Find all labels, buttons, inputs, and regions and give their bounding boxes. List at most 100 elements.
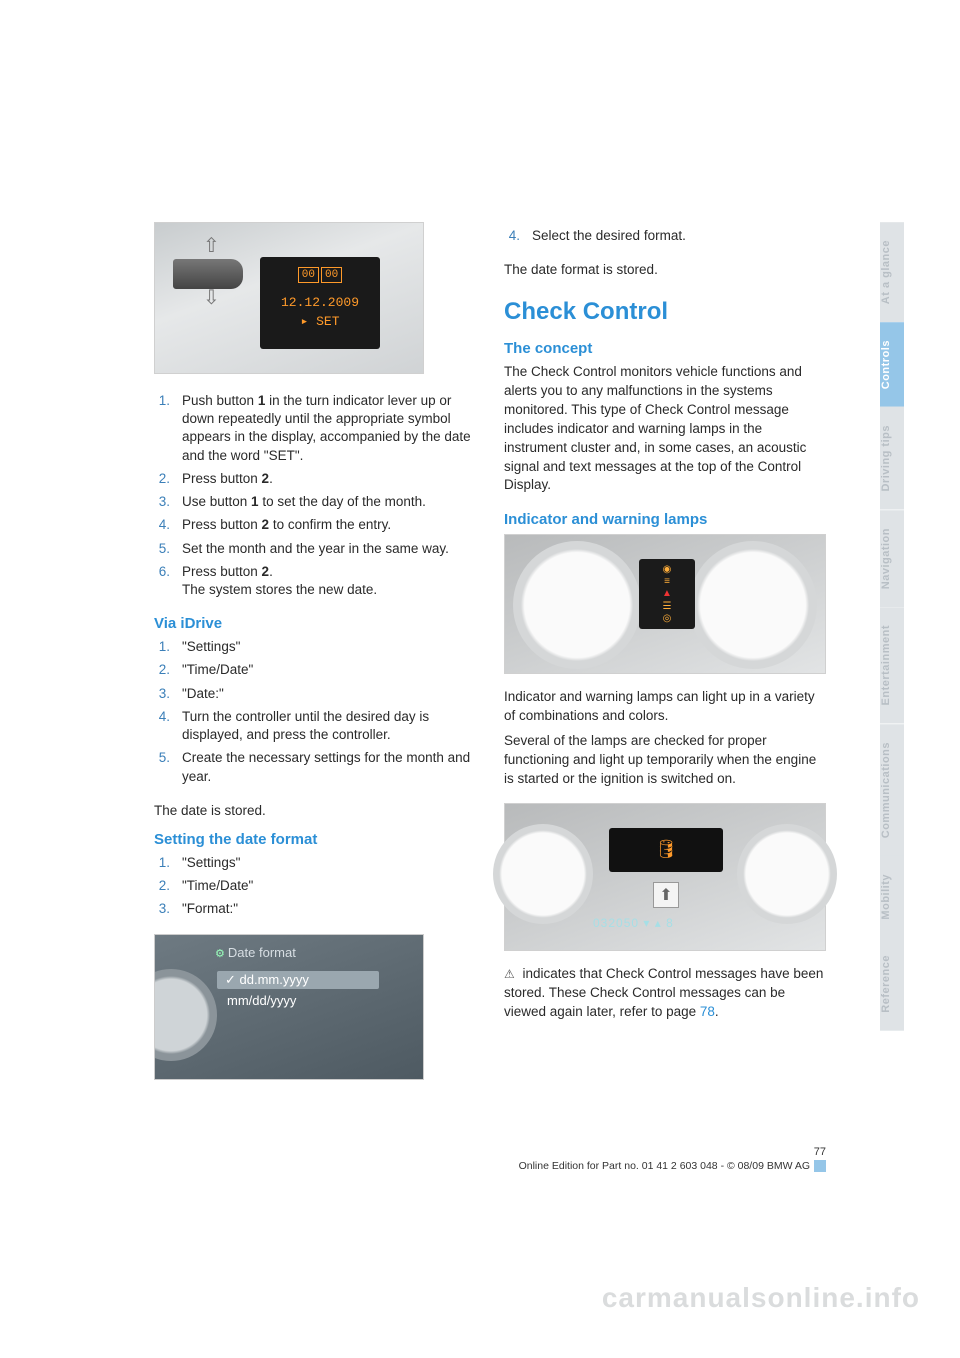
step-number: 3.	[154, 900, 170, 918]
step-text: "Format:"	[182, 900, 238, 918]
heading-indicator-lamps: Indicator and warning lamps	[504, 511, 826, 528]
section-tab[interactable]: Driving tips	[880, 407, 904, 510]
stalk-lcd: 0000 12.12.2009 ▸ SET	[260, 257, 380, 349]
cc-note-text: indicates that Check Control messages ha…	[504, 966, 823, 1019]
step-text: Press button 2.The system stores the new…	[182, 563, 377, 599]
step-number: 4.	[154, 708, 170, 744]
step-text: Press button 2.	[182, 470, 273, 488]
gauge-right-icon	[689, 541, 817, 669]
step-item: 5. Set the month and the year in the same…	[154, 540, 476, 558]
page-footer: 77 Online Edition for Part no. 01 41 2 6…	[154, 1146, 826, 1172]
text-concept: The Check Control monitors vehicle funct…	[504, 363, 826, 495]
step-text: "Time/Date"	[182, 877, 253, 895]
lcd-date: 12.12.2009	[260, 295, 380, 310]
step-text: Push button 1 in the turn indicator leve…	[182, 392, 476, 465]
text-format-stored: The date format is stored.	[504, 261, 826, 280]
heading-via-idrive: Via iDrive	[154, 615, 476, 632]
warning-icon: ▲	[661, 588, 673, 600]
step-number: 4.	[504, 227, 520, 245]
step-number: 3.	[154, 493, 170, 511]
cc-note-text-end: .	[715, 1004, 719, 1019]
warning-icon: ☰	[661, 601, 673, 613]
warning-icon: ◉	[661, 564, 673, 576]
section-tab[interactable]: Communications	[880, 724, 904, 856]
step-text: "Time/Date"	[182, 661, 253, 679]
figure-check-control: 🛢 ⬆ 032050 ▾ ▴ 8	[504, 803, 826, 951]
gauge-left-icon	[493, 824, 593, 924]
step-text: Press button 2 to confirm the entry.	[182, 516, 391, 534]
cc-readout: 032050 ▾ ▴ 8	[593, 916, 674, 930]
text-lamps-1: Indicator and warning lamps can light up…	[504, 688, 826, 726]
step-text: Set the month and the year in the same w…	[182, 540, 449, 558]
format-option-selected: dd.mm.yyyy	[217, 971, 379, 989]
step-item: 2. "Time/Date"	[154, 877, 476, 895]
step-item: 6. Press button 2.The system stores the n…	[154, 563, 476, 599]
digit-box: 00	[298, 267, 319, 283]
cluster-warning-panel: ◉ ≡ ▲ ☰ ◎	[639, 559, 695, 629]
step-item: 3. "Format:"	[154, 900, 476, 918]
digit-box: 00	[321, 267, 342, 283]
step-number: 1.	[154, 392, 170, 465]
step-item: 5.Create the necessary settings for the …	[154, 749, 476, 785]
step-text: Use button 1 to set the day of the month…	[182, 493, 426, 511]
format-option: mm/dd/yyyy	[227, 993, 296, 1008]
cc-message-panel: 🛢	[609, 828, 723, 872]
lcd-set: ▸ SET	[260, 314, 380, 329]
step-number: 2.	[154, 877, 170, 895]
step-text: "Date:"	[182, 685, 224, 703]
section-tab[interactable]: At a glance	[880, 222, 904, 322]
idrive-knob-icon	[154, 969, 217, 1061]
page-link[interactable]: 78	[700, 1004, 715, 1019]
step-number: 1.	[154, 854, 170, 872]
text-lamps-2: Several of the lamps are checked for pro…	[504, 732, 826, 789]
step-item: 1.Push button 1 in the turn indicator le…	[154, 392, 476, 465]
section-tab[interactable]: Mobility	[880, 856, 904, 938]
steps-set-date: 1.Push button 1 in the turn indicator le…	[154, 392, 476, 599]
step-item: 4. Turn the controller until the desired …	[154, 708, 476, 744]
step-number: 2.	[154, 661, 170, 679]
steps-select-format: 4. Select the desired format.	[504, 227, 826, 245]
heading-check-control: Check Control	[504, 298, 826, 326]
gauge-right-icon	[737, 824, 837, 924]
left-column: ⇧ ⇩ 0000 12.12.2009 ▸ SET 1.Push button …	[154, 222, 476, 1088]
arrow-down-icon: ⇩	[203, 285, 220, 310]
step-item: 1. "Settings"	[154, 854, 476, 872]
arrow-up-icon: ⬆	[653, 882, 679, 908]
section-tab[interactable]: Entertainment	[880, 607, 904, 723]
footer-block-icon	[814, 1160, 826, 1172]
gauge-left-icon	[513, 541, 641, 669]
step-text: Select the desired format.	[532, 227, 686, 245]
step-number: 6.	[154, 563, 170, 599]
figure-stalk-display: ⇧ ⇩ 0000 12.12.2009 ▸ SET	[154, 222, 424, 374]
step-number: 4.	[154, 516, 170, 534]
step-item: 3. Use button 1 to set the day of the mon…	[154, 493, 476, 511]
steps-format: 1. "Settings" 2. "Time/Date" 3. "Format:"	[154, 854, 476, 919]
warning-triangle-icon	[504, 966, 519, 981]
heading-concept: The concept	[504, 340, 826, 357]
step-text: Turn the controller until the desired da…	[182, 708, 476, 744]
step-number: 2.	[154, 470, 170, 488]
step-text: "Settings"	[182, 638, 240, 656]
figure-instrument-cluster: ◉ ≡ ▲ ☰ ◎	[504, 534, 826, 674]
heading-set-format: Setting the date format	[154, 831, 476, 848]
arrow-up-icon: ⇧	[203, 233, 220, 258]
footer-line: Online Edition for Part no. 01 41 2 603 …	[519, 1160, 810, 1172]
steps-idrive-date: 1. "Settings" 2. "Time/Date" 3."Date:" 4. Turn…	[154, 638, 476, 786]
section-tab[interactable]: Reference	[880, 937, 904, 1031]
text-date-stored: The date is stored.	[154, 802, 476, 821]
step-number: 1.	[154, 638, 170, 656]
figure-date-format: Date format dd.mm.yyyy mm/dd/yyyy	[154, 934, 424, 1080]
section-tab[interactable]: Navigation	[880, 510, 904, 607]
step-item: 4. Press button 2 to confirm the entry.	[154, 516, 476, 534]
step-item: 3."Date:"	[154, 685, 476, 703]
step-item: 4. Select the desired format.	[504, 227, 826, 245]
steering-icon: ◎	[661, 613, 673, 625]
section-tab[interactable]: Controls	[880, 322, 904, 407]
right-column: 4. Select the desired format. The date fo…	[504, 222, 826, 1088]
step-text: "Settings"	[182, 854, 240, 872]
step-number: 5.	[154, 540, 170, 558]
step-item: 2. Press button 2.	[154, 470, 476, 488]
step-item: 1. "Settings"	[154, 638, 476, 656]
section-tabs: At a glanceControlsDriving tipsNavigatio…	[880, 222, 904, 1031]
format-title: Date format	[215, 945, 296, 960]
